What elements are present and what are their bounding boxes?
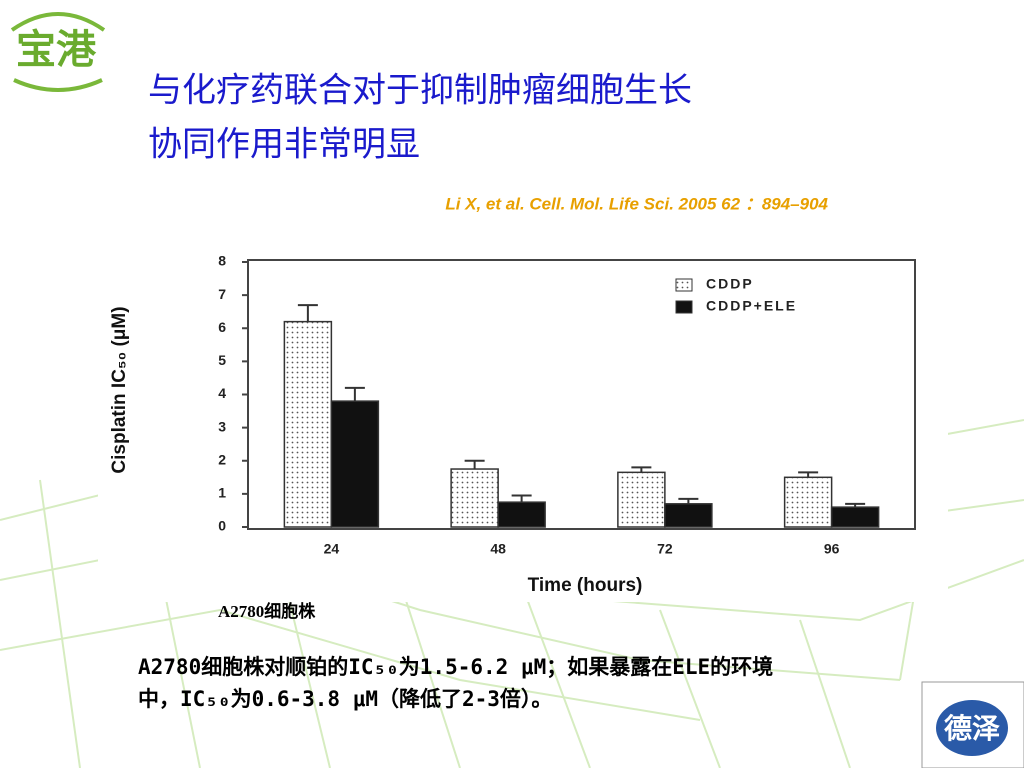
chart: 0 1 2 3 4 5 6 7 8 24 48 72 96 Time (hours) Cisplatin I…: [109, 253, 916, 596]
caption: A2780细胞株: [218, 601, 316, 621]
x-tick-label: 72: [657, 541, 673, 557]
body-text: A2780细胞株对顺铂的IC₅₀为1.5-6.2 μM；如果暴露在ELE的环境: [138, 655, 773, 679]
body-text: 中，IC₅₀为0.6-3.8 μM（降低了2-3倍）。: [138, 687, 552, 711]
y-tick-label: 1: [218, 485, 226, 501]
y-axis-title: Cisplatin IC₅₀ (μM): [109, 306, 130, 473]
y-tick-label: 5: [218, 352, 226, 368]
y-tick-label: 2: [218, 451, 226, 467]
chart-background: [98, 240, 948, 602]
y-tick-label: 7: [218, 286, 226, 302]
y-tick-label: 8: [218, 253, 226, 269]
legend-swatch: [675, 278, 693, 292]
bar: [617, 471, 666, 528]
bar: [283, 320, 333, 528]
x-tick-label: 96: [824, 541, 840, 557]
logo-text: 德泽: [944, 712, 1000, 745]
logo-left: 宝港: [10, 12, 106, 92]
legend-label: CDDP+ELE: [706, 298, 797, 314]
bar: [330, 400, 380, 528]
bar: [450, 468, 499, 528]
slide-title: 协同作用非常明显: [148, 125, 420, 165]
citation: Li X, et al. Cell. Mol. Life Sci. 2005 6…: [445, 194, 828, 213]
logo-text: 宝港: [16, 27, 97, 73]
y-tick-label: 3: [218, 418, 226, 434]
bar: [783, 476, 833, 528]
x-tick-label: 24: [324, 541, 340, 557]
x-tick-label: 48: [490, 541, 506, 557]
bar: [830, 506, 880, 528]
legend-label: CDDP: [706, 276, 754, 292]
logo-right: 德泽: [921, 681, 1024, 768]
x-axis-title: Time (hours): [528, 575, 643, 596]
slide-title: 与化疗药联合对于抑制肿瘤细胞生长: [148, 71, 692, 111]
bar: [497, 501, 546, 528]
y-tick-label: 6: [218, 319, 226, 335]
legend-swatch: [675, 300, 693, 314]
bar: [664, 503, 713, 528]
y-tick-label: 0: [218, 518, 226, 534]
y-tick-label: 4: [218, 385, 226, 401]
